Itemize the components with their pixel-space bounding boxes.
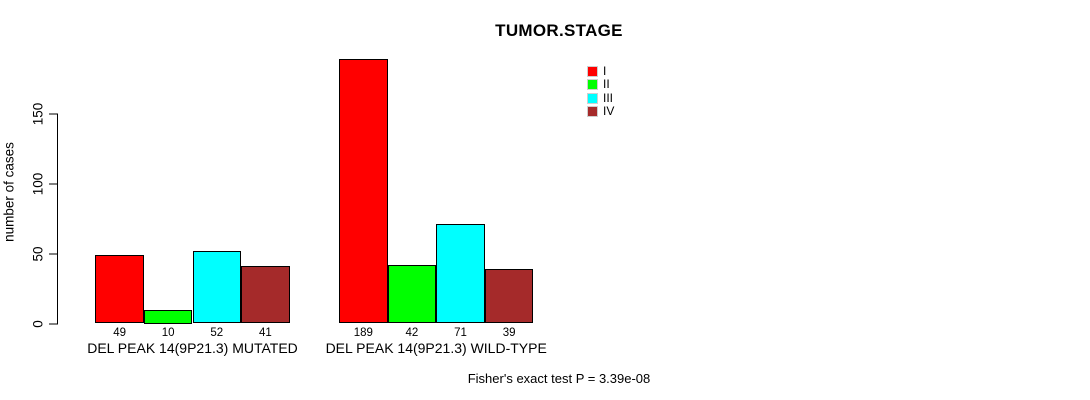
bar-group1-stage-II xyxy=(143,309,193,324)
bar-group1-stage-I xyxy=(95,254,144,324)
y-axis-tick xyxy=(49,253,58,254)
bar-value-label: 10 xyxy=(161,326,175,339)
legend-label: III xyxy=(603,90,614,105)
bar-group2-stage-II xyxy=(387,264,437,324)
bar-group1-stage-III xyxy=(192,250,242,324)
y-axis-tick-label: 100 xyxy=(30,172,46,195)
legend: I II III IV xyxy=(587,64,615,120)
y-axis-tick xyxy=(49,183,58,184)
bar-group2-stage-IV xyxy=(484,268,534,324)
legend-item-III: III xyxy=(587,90,614,105)
x-axis-group-label: DEL PEAK 14(9P21.3) WILD-TYPE xyxy=(325,339,547,356)
chart-title: TUMOR.STAGE xyxy=(495,21,623,40)
y-axis-tick-label: 50 xyxy=(30,245,46,262)
legend-color-swatch xyxy=(587,106,598,118)
x-axis-group-label: DEL PEAK 14(9P21.3) MUTATED xyxy=(87,339,298,356)
y-axis-tick xyxy=(49,113,58,114)
bar-value-label: 52 xyxy=(210,326,224,339)
legend-item-II: II xyxy=(587,77,614,92)
legend-label: IV xyxy=(603,104,615,119)
legend-color-swatch xyxy=(587,79,598,91)
y-axis-tick xyxy=(49,323,58,324)
legend-item-IV: IV xyxy=(587,104,615,119)
y-axis-line xyxy=(57,114,58,324)
bar-group2-stage-III xyxy=(436,224,485,324)
legend-label: I xyxy=(603,64,607,78)
bar-value-label: 71 xyxy=(454,326,467,339)
y-axis-tick-label: 0 xyxy=(30,319,46,328)
bar-value-label: 49 xyxy=(113,326,126,339)
statistical-test-note: Fisher's exact test P = 3.39e-08 xyxy=(467,371,651,386)
legend-label: II xyxy=(603,77,610,92)
bar-value-label: 42 xyxy=(405,326,419,339)
legend-color-swatch xyxy=(587,92,598,104)
legend-item-I: I xyxy=(587,64,614,78)
bar-value-label: 189 xyxy=(353,326,373,339)
bar-value-label: 39 xyxy=(502,326,516,339)
legend-color-swatch xyxy=(587,66,598,77)
y-axis-tick-label: 150 xyxy=(30,102,46,125)
bar-group1-stage-IV xyxy=(241,266,290,324)
bar-group2-stage-I xyxy=(339,58,388,324)
bar-value-label: 41 xyxy=(258,326,272,339)
